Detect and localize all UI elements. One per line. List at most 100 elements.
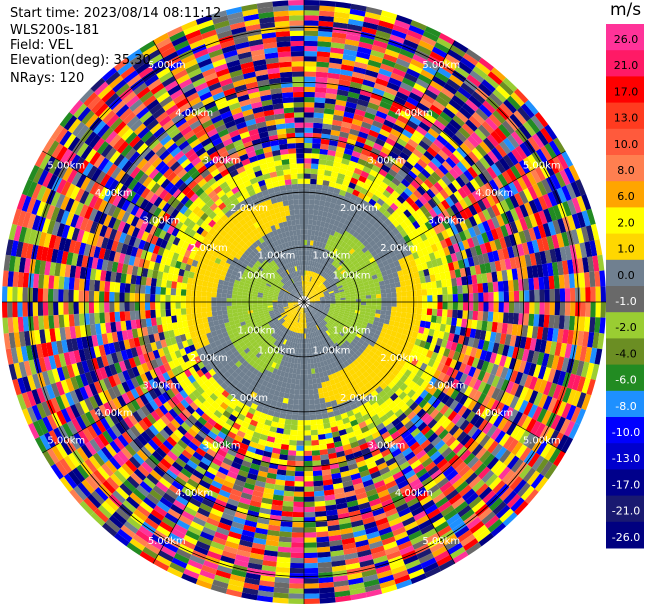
velocity-gate	[231, 305, 238, 310]
velocity-gate	[250, 160, 260, 168]
velocity-gate	[200, 391, 210, 401]
velocity-gate	[434, 167, 445, 179]
velocity-gate	[158, 263, 166, 273]
velocity-gate	[451, 179, 462, 191]
velocity-gate	[237, 413, 246, 422]
velocity-gate	[249, 259, 256, 266]
velocity-gate	[304, 183, 311, 189]
velocity-gate	[333, 231, 340, 238]
velocity-gate	[379, 466, 391, 476]
velocity-gate	[457, 285, 463, 294]
velocity-gate	[426, 260, 434, 269]
velocity-gate	[354, 487, 366, 496]
velocity-gate	[341, 384, 349, 392]
velocity-gate	[343, 243, 350, 250]
velocity-gate	[174, 136, 187, 147]
velocity-gate	[208, 219, 217, 228]
velocity-gate	[171, 227, 180, 237]
velocity-gate	[114, 302, 120, 312]
velocity-gate	[277, 305, 284, 308]
velocity-gate	[238, 314, 244, 320]
velocity-gate	[353, 145, 363, 154]
velocity-gate	[452, 149, 464, 162]
velocity-gate	[502, 247, 510, 260]
velocity-gate	[196, 307, 202, 314]
velocity-gate	[220, 426, 230, 436]
velocity-gate	[323, 318, 329, 324]
velocity-gate	[329, 319, 335, 324]
velocity-gate	[275, 118, 286, 125]
velocity-gate	[322, 338, 328, 344]
velocity-gate	[440, 239, 448, 249]
velocity-gate	[267, 243, 273, 250]
velocity-gate	[294, 316, 298, 322]
velocity-gate	[291, 342, 296, 348]
velocity-gate	[209, 235, 217, 244]
velocity-gate	[193, 196, 203, 206]
velocity-gate	[287, 143, 296, 149]
velocity-gate	[245, 333, 252, 339]
velocity-gate	[435, 337, 443, 347]
velocity-gate	[409, 336, 417, 345]
velocity-gate	[213, 475, 225, 485]
velocity-gate	[362, 240, 370, 247]
velocity-gate	[314, 194, 321, 201]
velocity-gate	[287, 148, 297, 154]
velocity-gate	[360, 292, 366, 297]
velocity-gate	[357, 496, 369, 505]
velocity-gate	[233, 331, 240, 338]
velocity-gate	[368, 151, 379, 161]
velocity-gate	[431, 288, 438, 296]
velocity-gate	[318, 158, 327, 166]
velocity-gate	[304, 280, 307, 286]
velocity-gate	[279, 318, 285, 324]
velocity-gate	[187, 220, 196, 230]
velocity-gate	[168, 185, 179, 196]
velocity-gate	[341, 438, 351, 446]
velocity-gate	[320, 138, 330, 145]
velocity-gate	[189, 455, 201, 466]
velocity-gate	[283, 294, 289, 297]
velocity-gate	[304, 117, 314, 123]
velocity-gate	[310, 424, 318, 431]
velocity-gate	[119, 311, 126, 322]
velocity-gate	[262, 492, 274, 500]
velocity-gate	[434, 439, 446, 451]
velocity-gate	[424, 364, 433, 374]
velocity-gate	[219, 151, 230, 160]
velocity-gate	[325, 324, 330, 330]
velocity-gate	[252, 299, 258, 302]
velocity-gate	[204, 363, 213, 372]
velocity-gate	[278, 249, 283, 256]
velocity-gate	[173, 428, 184, 440]
velocity-gate	[461, 408, 472, 420]
velocity-gate	[373, 479, 386, 489]
velocity-gate	[518, 302, 525, 314]
velocity-gate	[233, 139, 244, 148]
velocity-gate	[269, 313, 276, 317]
velocity-gate	[298, 333, 301, 339]
velocity-gate	[126, 190, 137, 203]
velocity-gate	[261, 350, 268, 357]
velocity-gate	[316, 318, 321, 324]
velocity-gate	[337, 285, 343, 289]
velocity-gate	[285, 282, 290, 287]
velocity-gate	[442, 263, 450, 273]
velocity-gate	[508, 357, 517, 371]
velocity-gate	[291, 308, 296, 313]
velocity-gate	[289, 325, 294, 331]
velocity-gate	[177, 275, 184, 283]
velocity-gate	[264, 151, 274, 159]
velocity-gate	[159, 443, 171, 455]
velocity-gate	[190, 424, 201, 434]
velocity-gate	[262, 205, 269, 213]
velocity-gate	[307, 234, 312, 241]
velocity-gate	[308, 343, 312, 349]
velocity-gate	[406, 120, 419, 131]
velocity-gate	[156, 175, 167, 186]
velocity-gate	[122, 222, 131, 235]
velocity-gate	[144, 222, 154, 234]
velocity-gate	[285, 475, 295, 482]
velocity-gate	[238, 357, 246, 364]
velocity-gate	[239, 99, 251, 108]
